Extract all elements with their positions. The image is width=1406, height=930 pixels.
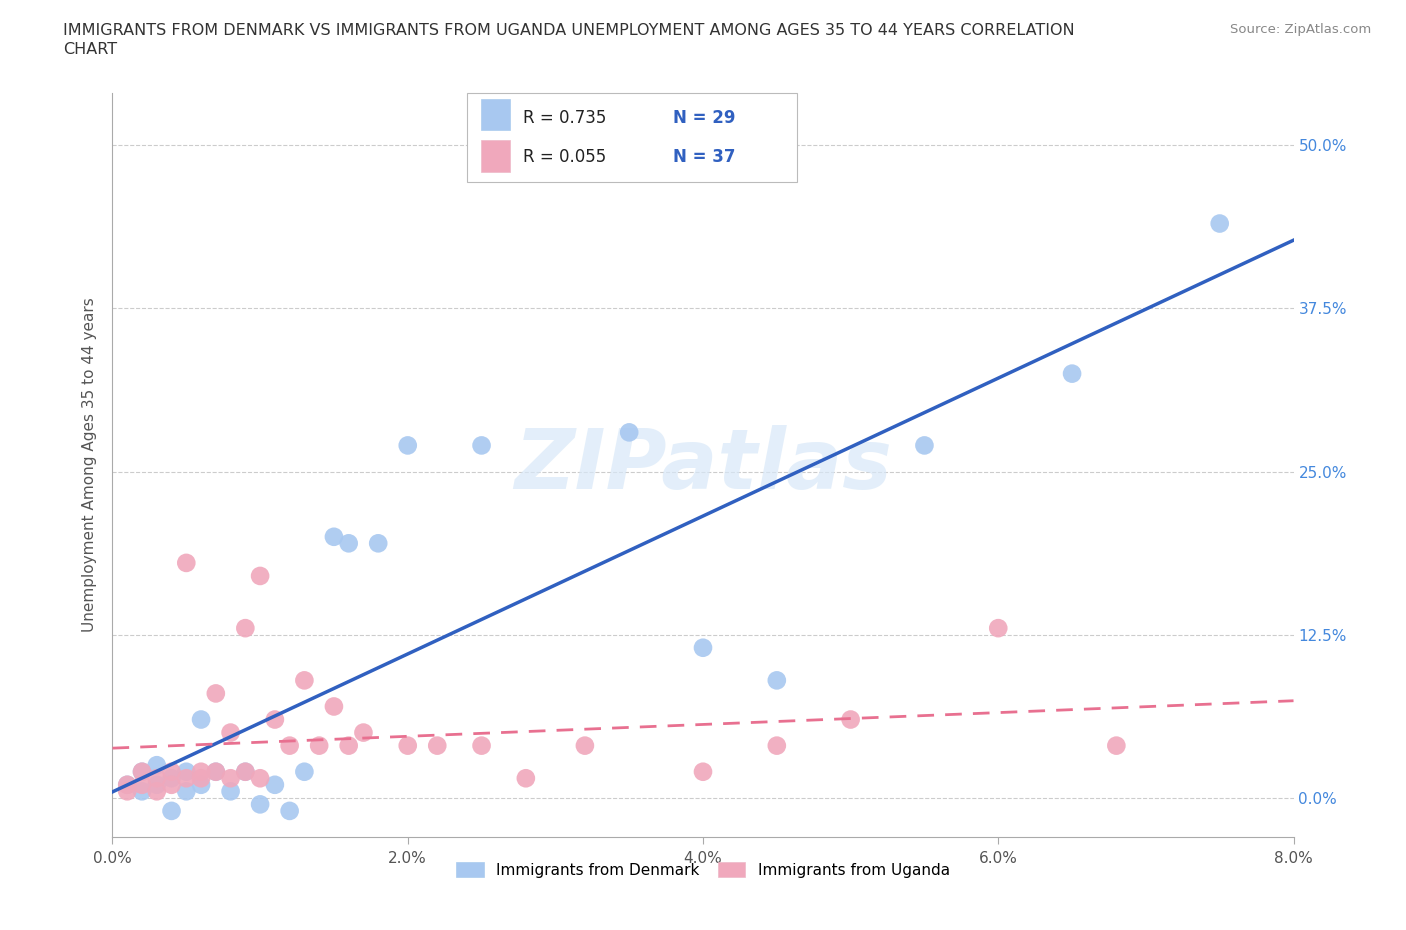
Point — [292, 673, 315, 688]
Point — [249, 568, 271, 583]
Point — [278, 804, 301, 818]
Point — [160, 764, 183, 779]
Point — [249, 771, 271, 786]
Point — [205, 764, 228, 779]
Point — [839, 712, 862, 727]
Point — [987, 620, 1010, 635]
Point — [471, 438, 494, 453]
Point — [292, 764, 315, 779]
FancyBboxPatch shape — [467, 93, 797, 182]
Point — [574, 738, 596, 753]
Point — [146, 771, 169, 786]
Point — [190, 777, 212, 792]
Point — [190, 764, 212, 779]
Point — [219, 771, 242, 786]
Point — [205, 686, 228, 701]
Point — [471, 738, 494, 753]
Point — [174, 555, 197, 570]
Point — [765, 738, 787, 753]
Point — [160, 804, 183, 818]
Point — [190, 771, 212, 786]
Point — [233, 764, 256, 779]
Point — [146, 758, 169, 773]
Point — [308, 738, 330, 753]
Point — [160, 777, 183, 792]
Point — [1062, 366, 1084, 381]
Point — [264, 777, 287, 792]
Point — [174, 784, 197, 799]
Text: CHART: CHART — [63, 42, 117, 57]
Point — [160, 771, 183, 786]
Point — [117, 777, 138, 792]
Point — [131, 764, 153, 779]
Point — [190, 712, 212, 727]
Point — [146, 777, 169, 792]
Point — [233, 764, 256, 779]
Point — [337, 536, 360, 551]
Point — [131, 764, 153, 779]
Text: IMMIGRANTS FROM DENMARK VS IMMIGRANTS FROM UGANDA UNEMPLOYMENT AMONG AGES 35 TO : IMMIGRANTS FROM DENMARK VS IMMIGRANTS FR… — [63, 23, 1076, 38]
Point — [396, 438, 419, 453]
Point — [278, 738, 301, 753]
Y-axis label: Unemployment Among Ages 35 to 44 years: Unemployment Among Ages 35 to 44 years — [82, 298, 97, 632]
Point — [264, 712, 287, 727]
Point — [146, 784, 169, 799]
Point — [337, 738, 360, 753]
Point — [1208, 216, 1232, 231]
Point — [117, 784, 138, 799]
Point — [219, 784, 242, 799]
Point — [174, 764, 197, 779]
Point — [131, 784, 153, 799]
Point — [174, 771, 197, 786]
Point — [131, 777, 153, 792]
Point — [619, 425, 641, 440]
Text: R = 0.055: R = 0.055 — [523, 148, 607, 166]
Bar — [481, 140, 510, 171]
Point — [205, 764, 228, 779]
Point — [1105, 738, 1128, 753]
Point — [692, 640, 714, 655]
Point — [914, 438, 936, 453]
Text: N = 29: N = 29 — [673, 109, 735, 127]
Bar — [481, 100, 510, 130]
Point — [367, 536, 389, 551]
Point — [323, 699, 346, 714]
Legend: Immigrants from Denmark, Immigrants from Uganda: Immigrants from Denmark, Immigrants from… — [449, 854, 957, 885]
Point — [249, 797, 271, 812]
Point — [219, 725, 242, 740]
Text: ZIPatlas: ZIPatlas — [515, 424, 891, 506]
Point — [515, 771, 537, 786]
Point — [233, 620, 256, 635]
Point — [323, 529, 346, 544]
Text: Source: ZipAtlas.com: Source: ZipAtlas.com — [1230, 23, 1371, 36]
Point — [426, 738, 449, 753]
Point — [352, 725, 374, 740]
Point — [692, 764, 714, 779]
Text: R = 0.735: R = 0.735 — [523, 109, 607, 127]
Point — [765, 673, 787, 688]
Text: N = 37: N = 37 — [673, 148, 735, 166]
Point — [396, 738, 419, 753]
Point — [117, 777, 138, 792]
